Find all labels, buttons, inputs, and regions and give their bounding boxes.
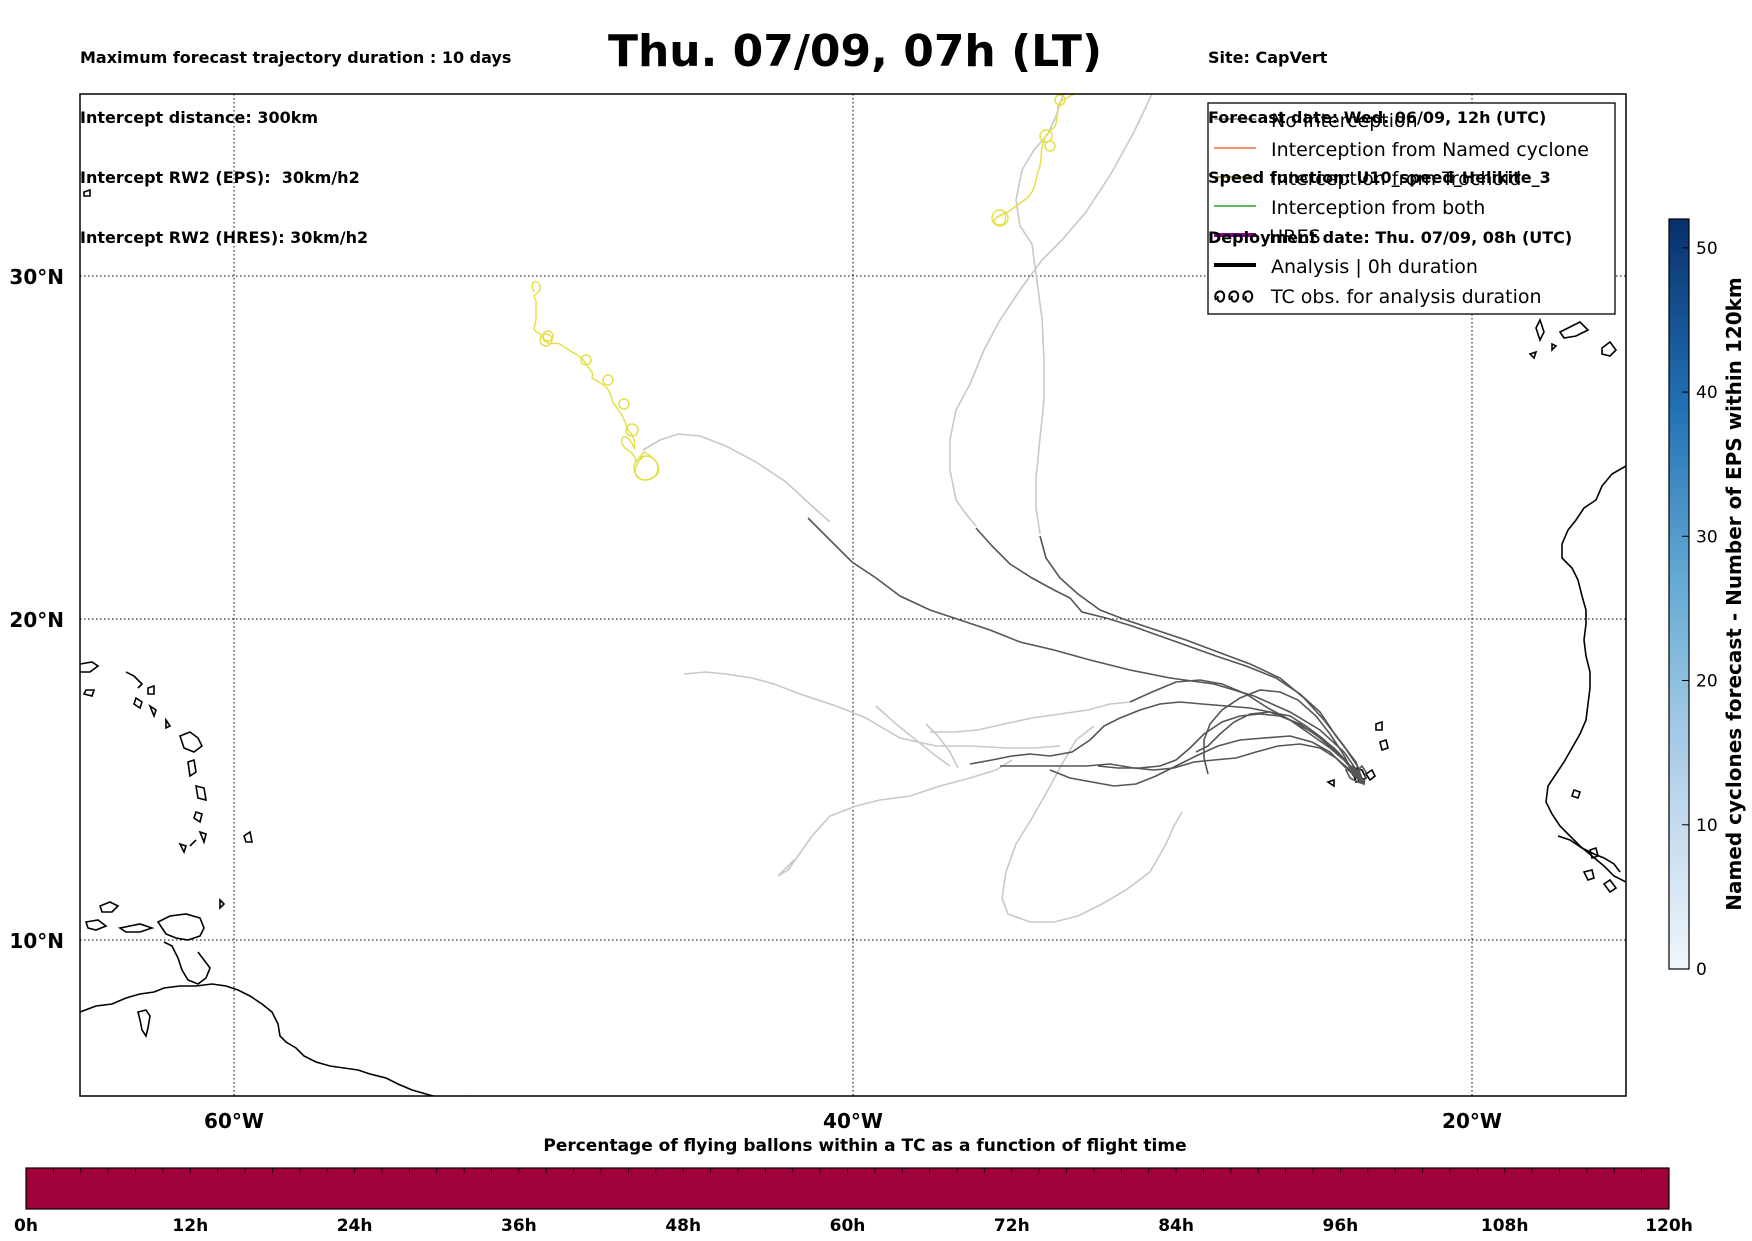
percentage-bar: Percentage of flying ballons within a TC… bbox=[14, 1136, 1693, 1236]
info-deployment-date: Deployment date: Thu. 07/09, 08h (UTC) bbox=[1208, 228, 1573, 247]
lat-tick-labels: 30°N 20°N 10°N bbox=[9, 265, 64, 953]
legend-label: No Interception bbox=[1271, 110, 1418, 132]
coastline-caribbean-south-america bbox=[80, 188, 468, 1096]
percentage-bar-tick-label: 96h bbox=[1323, 1216, 1359, 1236]
percentage-bar-tick-label: 48h bbox=[665, 1216, 701, 1236]
header-info-left: Maximum forecast trajectory duration : 1… bbox=[80, 8, 511, 268]
percentage-bar-tick-label: 0h bbox=[14, 1216, 38, 1236]
info-site: Site: CapVert bbox=[1208, 48, 1328, 67]
percentage-bar-title: Percentage of flying ballons within a TC… bbox=[543, 1136, 1186, 1156]
legend-label: TC obs. for analysis duration bbox=[1270, 286, 1542, 308]
legend-box bbox=[1207, 102, 1616, 315]
percentage-bar-fill bbox=[25, 1167, 1670, 1210]
lat-tick-30n: 30°N bbox=[9, 265, 64, 289]
percentage-bar-ticks: 0h 12h 24h 36h 48h 60h 72h 84h 96h 108h 120h bbox=[14, 1168, 1693, 1236]
colorbar-right-tick-label: 30 bbox=[1696, 527, 1718, 547]
legend-label: Interception from Trochoid bbox=[1271, 168, 1521, 190]
legend-item-named-cyclone: Interception from Named cyclone bbox=[1214, 139, 1589, 161]
lon-tick-20w: 20°W bbox=[1442, 1109, 1502, 1133]
legend-item-no-interception: No Interception bbox=[1214, 110, 1418, 132]
info-intercept-eps: Intercept RW2 (EPS): 30km/h2 bbox=[80, 168, 360, 187]
percentage-bar-tick-label: 72h bbox=[994, 1216, 1030, 1236]
legend-label: Interception from Named cyclone bbox=[1271, 139, 1589, 161]
lon-tick-40w: 40°W bbox=[823, 1109, 883, 1133]
legend-label: Interception from both bbox=[1271, 197, 1485, 219]
map-title: Thu. 07/09, 07h (LT) bbox=[607, 26, 1103, 77]
percentage-bar-tick-label: 84h bbox=[1158, 1216, 1194, 1236]
colorbar-right-ticks: 0 10 20 30 40 50 bbox=[1682, 239, 1718, 980]
info-intercept-hres: Intercept RW2 (HRES): 30km/h2 bbox=[80, 228, 369, 247]
cyclone-track-west bbox=[531, 280, 660, 481]
colorbar-right-tick-label: 20 bbox=[1696, 672, 1718, 692]
lon-tick-60w: 60°W bbox=[204, 1109, 264, 1133]
lon-tick-labels: 60°W 40°W 20°W bbox=[204, 1109, 1502, 1133]
legend-item-both: Interception from both bbox=[1214, 197, 1485, 219]
lat-tick-20n: 20°N bbox=[9, 608, 64, 632]
percentage-bar-tick-label: 60h bbox=[830, 1216, 866, 1236]
legend-item-analysis: Analysis | 0h duration bbox=[1214, 256, 1478, 278]
trajectories-dark bbox=[807, 517, 1367, 787]
legend-label: Analysis | 0h duration bbox=[1271, 256, 1478, 278]
colorbar-right-tick-label: 0 bbox=[1696, 960, 1707, 980]
colorbar-right-tick-label: 50 bbox=[1696, 239, 1718, 259]
header-info-right: Site: CapVert Forecast date: Wed. 06/09,… bbox=[1208, 8, 1572, 268]
info-speed-function: Speed function: U10_speed_Helikite_3 bbox=[1208, 168, 1551, 187]
colorbar-right: 0 10 20 30 40 50 Named cyclones forecast - Nu… bbox=[1668, 218, 1746, 980]
info-forecast-date: Forecast date: Wed. 06/09, 12h (UTC) bbox=[1208, 108, 1547, 127]
colorbar-right-label: Named cyclones forecast - Number of EPS … bbox=[1722, 277, 1746, 911]
percentage-bar-tick-label: 12h bbox=[172, 1216, 208, 1236]
legend: No Interception Interception from Named … bbox=[1207, 102, 1616, 315]
legend-item-hres: HRES bbox=[1214, 226, 1321, 248]
legend-item-tc-obs: TC obs. for analysis duration bbox=[1214, 286, 1542, 308]
tc-loops-icon bbox=[1214, 290, 1254, 303]
coastline-africa bbox=[1528, 317, 1626, 894]
lat-tick-10n: 10°N bbox=[9, 929, 64, 953]
info-intercept-distance: Intercept distance: 300km bbox=[80, 108, 319, 127]
legend-label: HRES bbox=[1269, 226, 1321, 248]
colorbar-right-gradient bbox=[1668, 218, 1690, 970]
percentage-bar-tick-label: 36h bbox=[501, 1216, 537, 1236]
map-frame bbox=[79, 93, 1627, 1097]
trajectories-light bbox=[642, 94, 1183, 923]
legend-item-trochoid: Interception from Trochoid bbox=[1214, 168, 1521, 190]
percentage-bar-tick-label: 108h bbox=[1481, 1216, 1529, 1236]
percentage-bar-tick-label: 24h bbox=[337, 1216, 373, 1236]
info-max-duration: Maximum forecast trajectory duration : 1… bbox=[80, 48, 512, 67]
percentage-bar-tick-label: 120h bbox=[1645, 1216, 1693, 1236]
colorbar-right-tick-label: 40 bbox=[1696, 383, 1718, 403]
cyclone-track-north bbox=[991, 94, 1075, 227]
colorbar-right-tick-label: 10 bbox=[1696, 816, 1718, 836]
